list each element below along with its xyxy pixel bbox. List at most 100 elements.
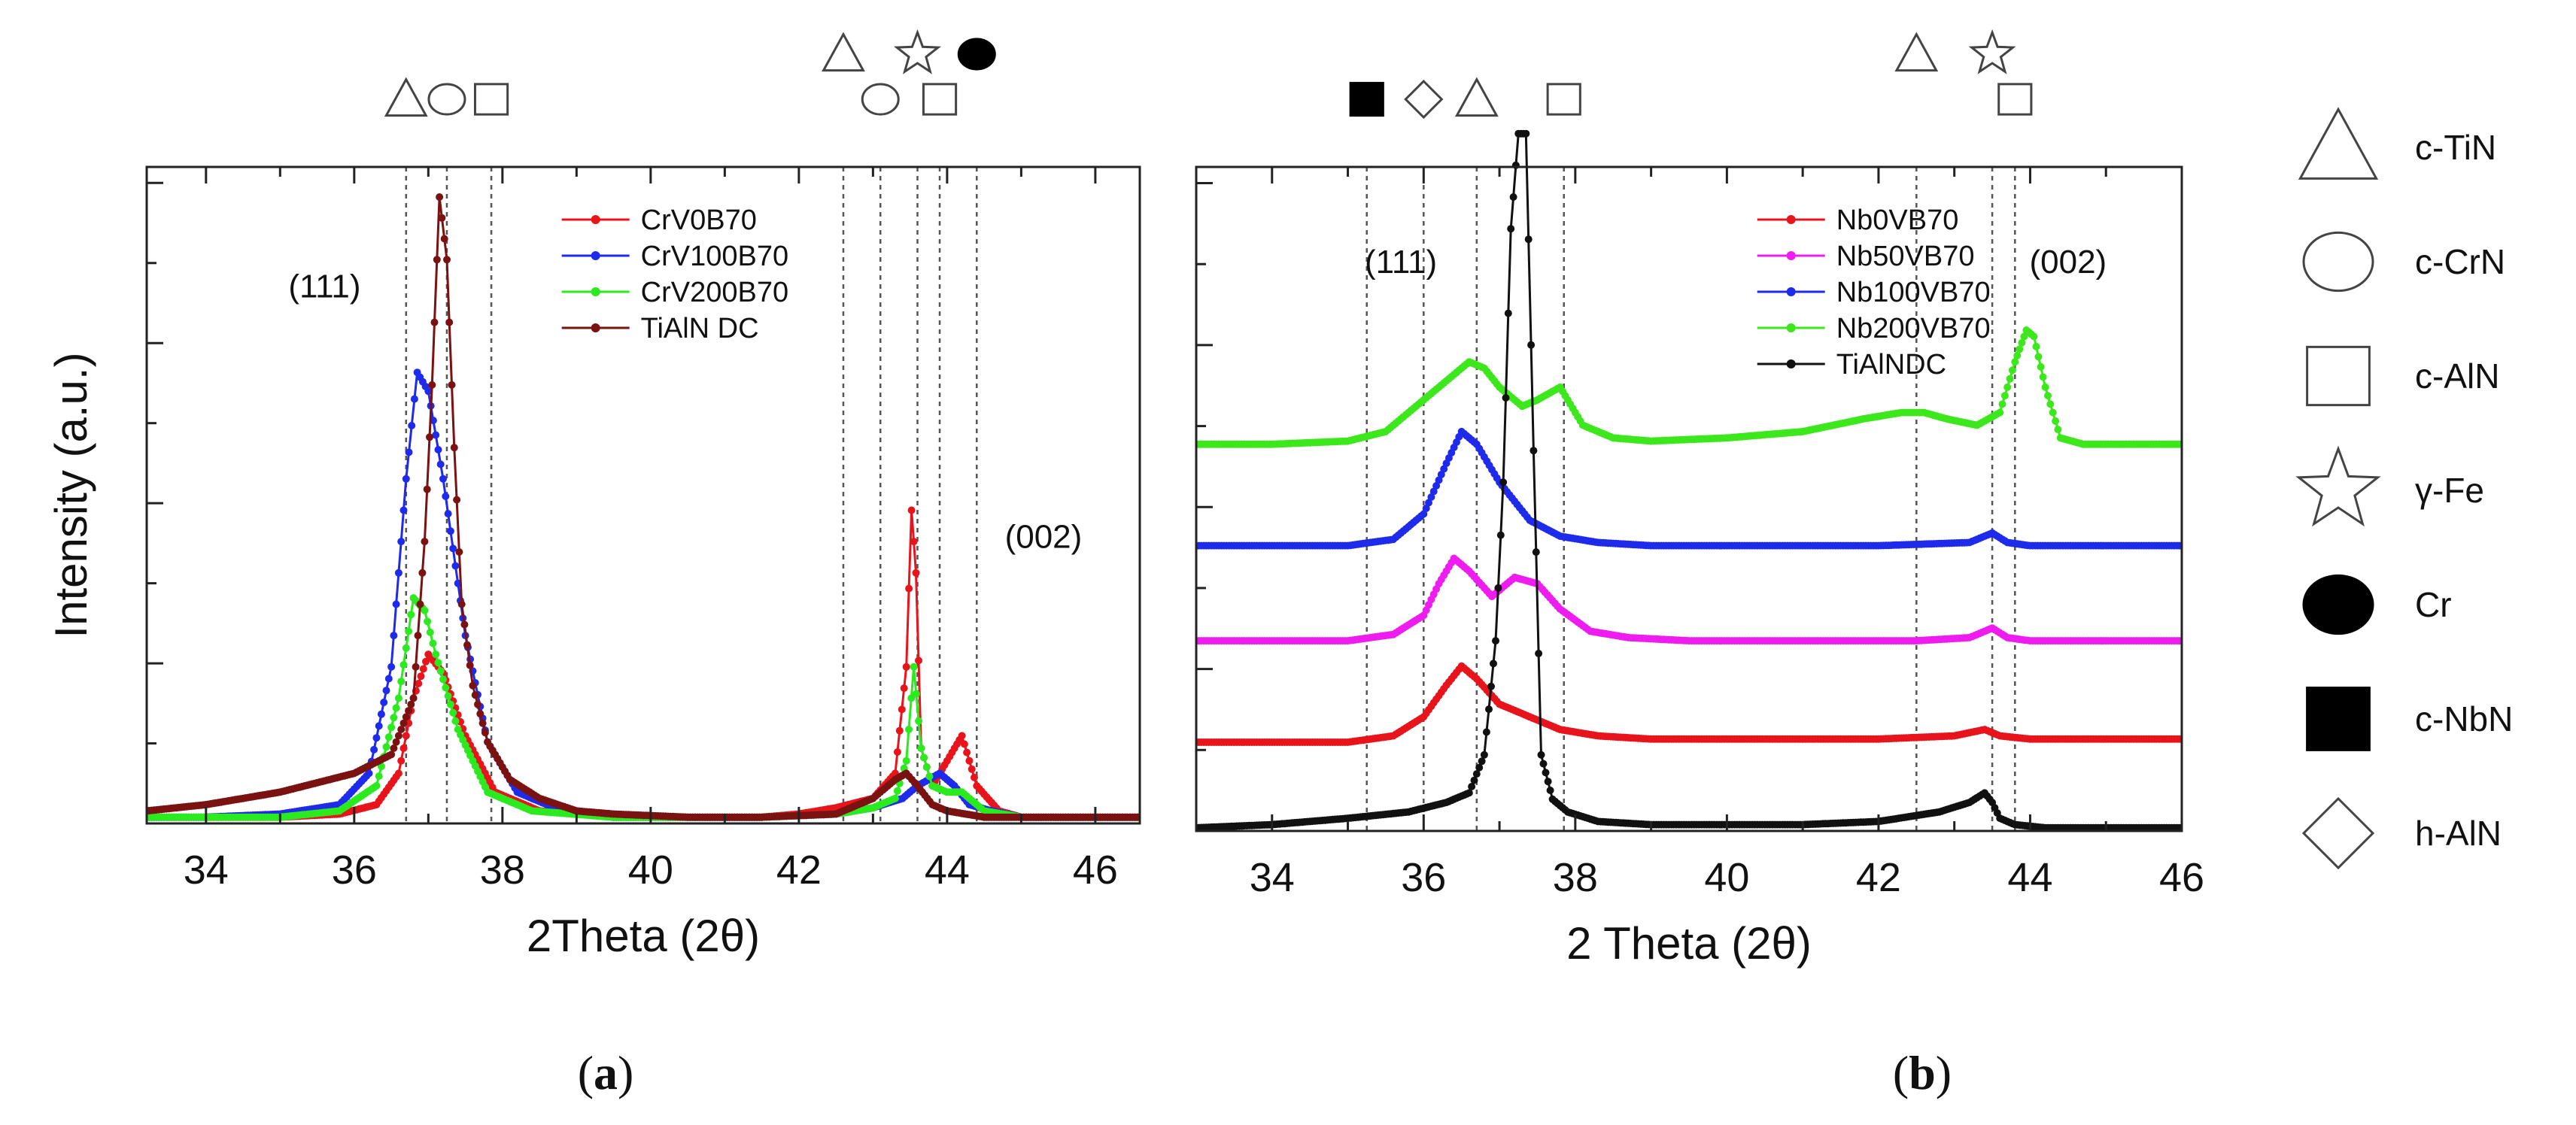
x-tick-label: 38 bbox=[480, 848, 525, 893]
data-point bbox=[958, 732, 966, 740]
data-point bbox=[421, 538, 429, 546]
data-point bbox=[429, 639, 437, 647]
phase-key-label: c-AlN bbox=[2415, 356, 2499, 396]
data-point bbox=[1546, 787, 1554, 794]
data-point bbox=[907, 506, 916, 514]
data-point bbox=[426, 433, 433, 441]
data-point bbox=[1522, 129, 1530, 138]
legend-label: Nb0VB70 bbox=[1836, 205, 1959, 236]
data-point bbox=[416, 600, 424, 608]
data-point bbox=[1472, 770, 1481, 778]
reference-symbol-circle bbox=[427, 83, 466, 116]
series-line bbox=[1196, 132, 2182, 829]
phase-key-label: c-NbN bbox=[2415, 699, 2513, 738]
data-point bbox=[407, 700, 415, 708]
data-point bbox=[424, 387, 433, 396]
data-point bbox=[442, 493, 450, 500]
reference-symbol-square bbox=[1546, 83, 1581, 116]
data-point bbox=[2003, 383, 2012, 391]
data-point bbox=[471, 691, 479, 699]
data-point bbox=[1996, 408, 2004, 417]
phase-key-square-icon bbox=[2306, 345, 2371, 407]
data-point bbox=[2018, 338, 2026, 347]
data-point bbox=[2000, 392, 2009, 400]
data-point bbox=[434, 659, 442, 667]
x-axis-title: 2Theta (2θ) bbox=[527, 911, 760, 961]
x-axis-title: 2 Theta (2θ) bbox=[1566, 918, 1812, 969]
data-point bbox=[392, 704, 400, 712]
reference-symbol-triangle bbox=[1894, 32, 1939, 72]
reference-symbol-filled-square bbox=[1349, 81, 1384, 117]
data-point bbox=[907, 694, 916, 702]
data-point bbox=[365, 769, 373, 778]
data-point bbox=[1542, 769, 1550, 777]
series-group bbox=[1196, 427, 2182, 550]
data-point bbox=[446, 527, 454, 535]
panel-b-label: (b) bbox=[1893, 1046, 1952, 1099]
data-point bbox=[1998, 400, 2006, 408]
phase-key-filled-circle-icon bbox=[2302, 574, 2374, 635]
reference-symbol-square bbox=[922, 83, 958, 116]
data-point bbox=[436, 667, 445, 675]
data-point bbox=[412, 663, 420, 671]
data-point bbox=[466, 661, 474, 669]
legend-marker bbox=[591, 323, 600, 332]
data-point bbox=[405, 707, 413, 715]
data-point bbox=[449, 708, 457, 717]
phase-key-circle-icon bbox=[2302, 231, 2374, 293]
data-point bbox=[481, 729, 489, 737]
x-tick-label: 38 bbox=[1553, 855, 1598, 900]
data-point bbox=[910, 538, 918, 546]
data-point bbox=[925, 772, 934, 781]
data-point bbox=[372, 782, 381, 790]
data-point bbox=[1502, 394, 1510, 402]
x-tick-label: 44 bbox=[925, 848, 970, 893]
data-point bbox=[399, 744, 408, 752]
data-point bbox=[960, 740, 968, 748]
phase-key-legend: c-TiN c-CrN c-AlN γ-Fe Cr c-NbN h-AlN bbox=[2295, 107, 2513, 870]
phase-key-label: c-TiN bbox=[2415, 128, 2496, 167]
data-point bbox=[1432, 482, 1441, 490]
phase-key-diamond-icon bbox=[2301, 796, 2375, 870]
data-point bbox=[895, 726, 904, 735]
x-tick-label: 40 bbox=[1704, 855, 1749, 900]
phase-key-label: c-CrN bbox=[2415, 242, 2505, 281]
data-point bbox=[1490, 660, 1497, 668]
data-point bbox=[410, 395, 418, 403]
data-point bbox=[405, 448, 413, 456]
data-point bbox=[394, 732, 402, 740]
data-point bbox=[375, 722, 383, 730]
data-point bbox=[920, 754, 928, 762]
plot-frame bbox=[145, 165, 1141, 825]
data-point bbox=[455, 548, 463, 556]
data-point bbox=[917, 744, 925, 752]
data-point bbox=[440, 235, 448, 243]
data-point bbox=[1527, 341, 1536, 349]
series-group bbox=[147, 368, 1140, 821]
data-point bbox=[430, 318, 439, 326]
data-point bbox=[444, 692, 452, 700]
data-point bbox=[910, 663, 918, 671]
peak-annotation: (111) bbox=[1365, 244, 1437, 280]
phase-key-triangle-icon bbox=[2298, 107, 2379, 180]
series-group bbox=[1196, 129, 2182, 831]
data-point bbox=[905, 584, 913, 593]
reference-symbol-diamond bbox=[1404, 79, 1444, 120]
phase-key-filled-square-icon bbox=[2306, 687, 2371, 751]
data-point bbox=[451, 717, 460, 725]
data-point bbox=[418, 569, 427, 577]
data-point bbox=[900, 684, 908, 693]
x-tick-label: 42 bbox=[776, 848, 822, 893]
data-point bbox=[1480, 751, 1488, 759]
data-point bbox=[1537, 751, 1545, 759]
data-point bbox=[436, 193, 444, 201]
reference-symbol-triangle bbox=[384, 77, 428, 117]
panel-b-chart: 34 36 38 40 42 44 46 2 Theta (2θ) (111) (002) Nb0V… bbox=[1195, 29, 2204, 969]
panel-a-chart: 34 36 38 40 42 44 46 2Theta (2θ) Intensity (a.u.… bbox=[46, 29, 1141, 961]
data-point bbox=[1485, 705, 1493, 714]
data-point bbox=[2037, 362, 2045, 371]
data-point bbox=[434, 446, 442, 453]
data-point bbox=[402, 475, 410, 483]
legend-label: CrV100B70 bbox=[641, 241, 788, 272]
data-point bbox=[1492, 637, 1499, 645]
